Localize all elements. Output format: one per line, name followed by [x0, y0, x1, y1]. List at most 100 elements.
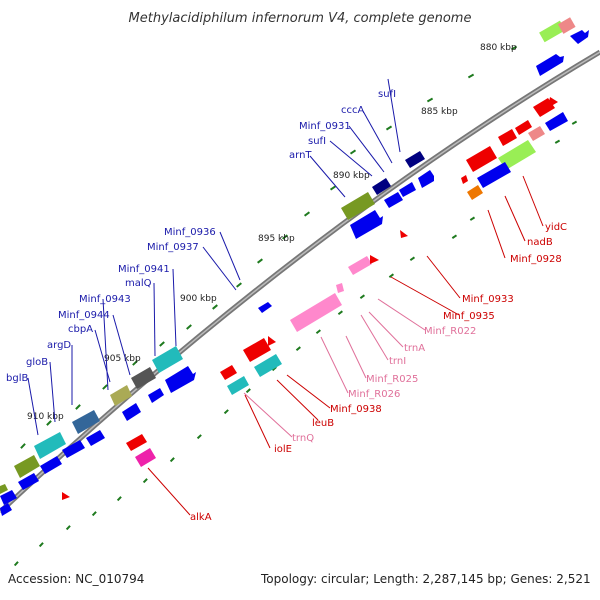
gene-label: Minf_0931	[299, 121, 351, 132]
gene-label: Minf_0933	[462, 294, 514, 305]
gene-label: argD	[47, 340, 71, 351]
gene-label: iolE	[274, 444, 292, 455]
gene-feature[interactable]	[350, 210, 383, 239]
gene-feature[interactable]	[461, 175, 468, 184]
accession-label: Accession: NC_010794	[8, 572, 145, 586]
gene-feature[interactable]	[152, 346, 183, 373]
gene-feature[interactable]	[290, 293, 342, 332]
gene-label: cccA	[341, 105, 364, 116]
tick-label: 885 kbp	[421, 107, 458, 117]
gene-label: Minf_0937	[147, 242, 199, 253]
gene-label: Minf_0943	[79, 294, 131, 305]
gene-feature[interactable]	[18, 473, 39, 490]
gene-label: sufI	[308, 136, 326, 147]
gene-feature[interactable]	[370, 255, 379, 264]
gene-feature[interactable]	[348, 256, 372, 275]
forward-strand-genes	[0, 17, 589, 516]
leader-lines-forward	[27, 78, 401, 436]
gene-feature[interactable]	[528, 126, 545, 141]
gene-label: cbpA	[68, 324, 93, 335]
gene-feature[interactable]	[515, 120, 532, 135]
gene-feature[interactable]	[384, 192, 403, 208]
gene-feature[interactable]	[135, 448, 156, 467]
rna-label: trnQ	[292, 433, 314, 444]
gene-label: leuB	[312, 418, 334, 429]
gene-feature[interactable]	[220, 365, 237, 380]
gene-feature[interactable]	[122, 403, 141, 421]
gene-feature[interactable]	[0, 484, 8, 494]
tick-marks	[13, 45, 578, 567]
gene-feature[interactable]	[372, 178, 391, 195]
gene-feature[interactable]	[40, 456, 62, 474]
gene-feature[interactable]	[539, 20, 566, 43]
leader-lines-reverse	[147, 175, 544, 516]
gene-feature[interactable]	[227, 376, 249, 395]
gene-label: Minf_0928	[510, 254, 562, 265]
gene-feature[interactable]	[62, 492, 70, 500]
gene-feature[interactable]	[110, 385, 132, 406]
gene-label: alkA	[190, 512, 212, 523]
gene-label: malQ	[125, 278, 152, 289]
gene-feature[interactable]	[131, 367, 156, 389]
tick-label: 900 kbp	[180, 294, 217, 304]
gene-feature[interactable]	[498, 140, 536, 170]
gene-feature[interactable]	[86, 430, 105, 446]
tick-label: 910 kbp	[27, 412, 64, 422]
rna-label: Minf_R025	[366, 374, 418, 385]
gene-feature[interactable]	[418, 170, 434, 188]
gene-label: sufI	[378, 89, 396, 100]
gene-feature[interactable]	[254, 354, 282, 377]
gene-feature[interactable]	[477, 162, 511, 188]
gene-feature[interactable]	[34, 432, 66, 459]
gene-feature[interactable]	[0, 503, 12, 516]
gene-feature[interactable]	[548, 97, 558, 108]
tick-label: 880 kbp	[480, 43, 517, 53]
gene-feature[interactable]	[545, 112, 568, 131]
gene-feature[interactable]	[165, 366, 196, 393]
genome-summary: Topology: circular; Length: 2,287,145 bp…	[261, 572, 591, 586]
gene-feature[interactable]	[341, 192, 375, 220]
gene-feature[interactable]	[14, 455, 40, 478]
gene-feature[interactable]	[258, 302, 272, 313]
gene-label: arnT	[289, 150, 312, 161]
map-title: Methylacidiphilum infernorum V4, complet…	[129, 11, 472, 26]
gene-label: Minf_0944	[58, 310, 110, 321]
gene-feature[interactable]	[399, 182, 416, 197]
tick-label: 890 kbp	[333, 171, 370, 181]
reverse-gene-labels: yidC nadB Minf_0928 Minf_0933 Minf_0935 …	[190, 222, 567, 523]
rna-label: trnA	[404, 343, 425, 354]
gene-feature[interactable]	[400, 230, 408, 238]
gene-label: gloB	[26, 357, 48, 368]
rna-label: trnI	[389, 356, 406, 367]
tick-label: 895 kbp	[258, 234, 295, 244]
leader-lines-rna	[243, 298, 426, 438]
gene-feature[interactable]	[536, 54, 564, 76]
tick-label: 905 kbp	[104, 354, 141, 364]
gene-feature[interactable]	[557, 17, 576, 34]
gene-feature[interactable]	[0, 490, 17, 505]
gene-feature[interactable]	[72, 410, 100, 434]
gene-feature[interactable]	[268, 336, 276, 346]
gene-feature[interactable]	[62, 440, 85, 458]
forward-gene-labels: sufI cccA Minf_0931 sufI arnT Minf_0936 …	[6, 89, 396, 384]
rna-label: Minf_R026	[348, 389, 400, 400]
gene-label: bglB	[6, 373, 28, 384]
gene-label: yidC	[545, 222, 567, 233]
gene-feature[interactable]	[126, 434, 147, 451]
backbone-arc-inner	[0, 51, 600, 513]
rna-gene-labels: Minf_R022 trnA trnI Minf_R025 Minf_R026 …	[292, 326, 476, 444]
gene-feature[interactable]	[498, 129, 517, 146]
gene-feature[interactable]	[466, 146, 497, 172]
gene-feature[interactable]	[243, 338, 271, 362]
gene-label: nadB	[527, 237, 553, 248]
gene-label: Minf_0941	[118, 264, 170, 275]
gene-feature[interactable]	[467, 185, 483, 200]
gene-label: Minf_0938	[330, 404, 382, 415]
gene-label: Minf_0936	[164, 227, 216, 238]
gene-feature[interactable]	[405, 151, 425, 168]
gene-feature[interactable]	[336, 283, 344, 293]
gene-feature[interactable]	[148, 388, 164, 403]
rna-label: Minf_R022	[424, 326, 476, 337]
gene-feature[interactable]	[570, 30, 589, 44]
